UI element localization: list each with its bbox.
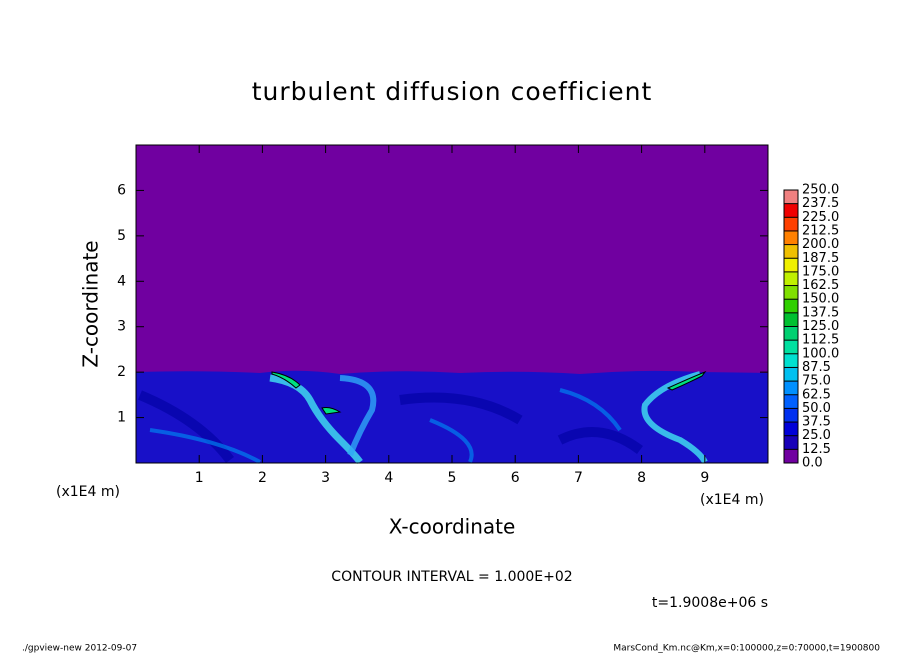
x-tick-label: 5: [448, 470, 457, 486]
colorbar-swatch: [784, 230, 798, 245]
colorbar-label: 200.0: [802, 237, 839, 252]
x-unit-right: (x1E4 m): [700, 492, 764, 508]
footer-right: MarsCond_Km.nc@Km,x=0:100000,z=0:70000,t…: [613, 644, 880, 654]
colorbar-swatch: [784, 299, 798, 313]
y-tick-label: 2: [117, 364, 126, 380]
colorbar-swatch: [784, 381, 798, 395]
x-tick-label: 2: [258, 470, 267, 486]
colorbar-swatch: [784, 244, 798, 259]
colorbar-swatch: [784, 449, 798, 463]
colorbar-label: 175.0: [802, 264, 839, 279]
colorbar-swatch: [784, 367, 798, 382]
x-tick-label: 3: [321, 470, 330, 486]
time-label: t=1.9008e+06 s: [652, 595, 768, 611]
y-tick-label: 4: [117, 273, 126, 289]
colorbar-swatch: [784, 190, 798, 204]
colorbar-swatch: [784, 203, 798, 218]
x-tick-label: 7: [574, 470, 583, 486]
x-tick-label: 6: [511, 470, 520, 486]
colorbar-label: 0.0: [802, 456, 823, 471]
colorbar-label: 125.0: [802, 319, 839, 334]
colorbar-label: 62.5: [802, 387, 831, 402]
colorbar-label: 112.5: [802, 333, 839, 348]
colorbar-swatch: [784, 408, 798, 423]
colorbar-label: 12.5: [802, 442, 831, 457]
colorbar-label: 50.0: [802, 401, 831, 416]
colorbar-label: 150.0: [802, 292, 839, 307]
x-axis-label: X-coordinate: [389, 515, 516, 539]
colorbar-swatch: [784, 326, 798, 341]
y-tick-label: 6: [117, 182, 126, 198]
colorbar-label: 250.0: [802, 183, 839, 198]
colorbar-label: 100.0: [802, 346, 839, 361]
y-tick-label: 1: [117, 410, 126, 426]
y-tick-label: 5: [117, 228, 126, 244]
colorbar-label: 75.0: [802, 374, 831, 389]
footer-left: ./gpview-new 2012-09-07: [22, 644, 137, 654]
colorbar-swatch: [784, 422, 798, 436]
colorbar-swatch: [784, 271, 798, 286]
y-axis-label: Z-coordinate: [79, 240, 103, 367]
colorbar-swatch: [784, 285, 798, 300]
contour-interval: CONTOUR INTERVAL = 1.000E+02: [331, 569, 572, 585]
x-tick-label: 1: [195, 470, 204, 486]
contour-field: [136, 145, 768, 465]
colorbar-swatch: [784, 435, 798, 450]
chart-title: turbulent diffusion coefficient: [252, 77, 653, 106]
colorbar-label: 187.5: [802, 251, 839, 266]
x-tick-label: 4: [384, 470, 393, 486]
colorbar-swatch: [784, 353, 798, 368]
colorbar-label: 162.5: [802, 278, 839, 293]
colorbar-label: 225.0: [802, 210, 839, 225]
colorbar-label: 237.5: [802, 196, 839, 211]
colorbar-swatch: [784, 258, 798, 272]
colorbar-label: 212.5: [802, 223, 839, 238]
colorbar-swatch: [784, 340, 798, 354]
x-unit: (x1E4 m): [56, 484, 120, 500]
colorbar-swatch: [784, 394, 798, 409]
colorbar-swatch: [784, 312, 798, 327]
y-tick-label: 3: [117, 319, 126, 335]
colorbar-label: 87.5: [802, 360, 831, 375]
x-tick-label: 9: [700, 470, 709, 486]
colorbar-label: 137.5: [802, 305, 839, 320]
colorbar-label: 37.5: [802, 415, 831, 430]
colorbar-swatch: [784, 217, 798, 231]
x-tick-label: 8: [637, 470, 646, 486]
colorbar-label: 25.0: [802, 428, 831, 443]
